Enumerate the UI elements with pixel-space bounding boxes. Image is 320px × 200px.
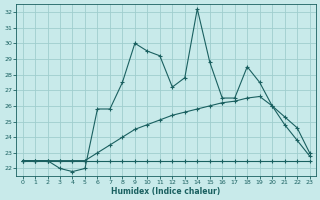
X-axis label: Humidex (Indice chaleur): Humidex (Indice chaleur): [111, 187, 221, 196]
